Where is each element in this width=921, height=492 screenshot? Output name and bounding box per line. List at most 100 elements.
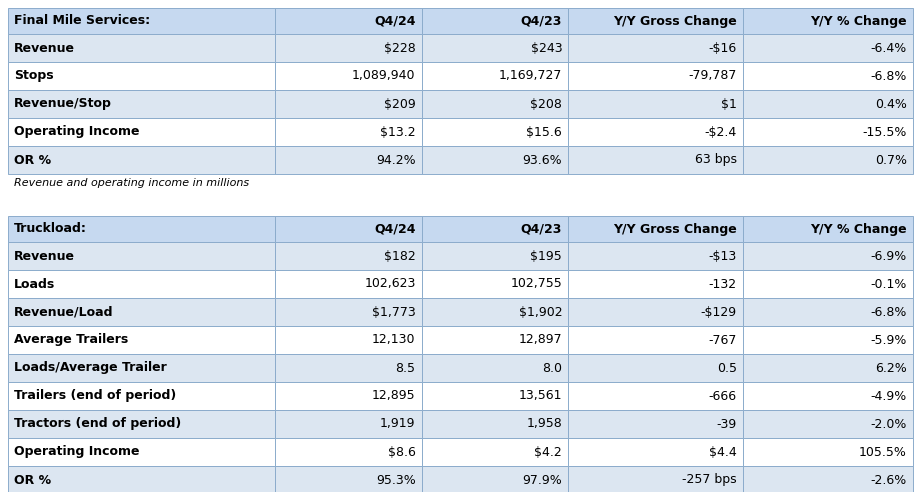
Text: -79,787: -79,787 — [689, 69, 737, 83]
Text: $243: $243 — [530, 41, 562, 55]
Bar — [275, 242, 422, 270]
Text: Trailers (end of period): Trailers (end of period) — [14, 390, 176, 402]
Text: $209: $209 — [384, 97, 415, 111]
Bar — [422, 382, 568, 410]
Text: -4.9%: -4.9% — [870, 390, 907, 402]
Bar — [8, 410, 275, 438]
Bar — [743, 146, 913, 174]
Text: 93.6%: 93.6% — [522, 154, 562, 166]
Text: -$129: -$129 — [701, 306, 737, 318]
Bar — [422, 118, 568, 146]
Bar — [275, 62, 422, 90]
Bar — [422, 146, 568, 174]
Bar — [8, 354, 275, 382]
Bar — [422, 438, 568, 466]
Bar — [275, 298, 422, 326]
Bar — [422, 410, 568, 438]
Text: $15.6: $15.6 — [527, 125, 562, 139]
Text: 8.5: 8.5 — [396, 362, 415, 374]
Bar — [422, 242, 568, 270]
Bar — [743, 298, 913, 326]
Text: $8.6: $8.6 — [388, 445, 415, 459]
Text: $208: $208 — [530, 97, 562, 111]
Text: -257 bps: -257 bps — [682, 473, 737, 487]
Text: 1,169,727: 1,169,727 — [499, 69, 562, 83]
Bar — [743, 326, 913, 354]
Bar — [8, 270, 275, 298]
Text: Q4/23: Q4/23 — [520, 222, 562, 236]
Text: $182: $182 — [384, 249, 415, 263]
Bar — [568, 326, 743, 354]
Text: -0.1%: -0.1% — [870, 277, 907, 290]
Bar — [568, 382, 743, 410]
Bar — [275, 326, 422, 354]
Text: -39: -39 — [717, 418, 737, 430]
Text: 12,897: 12,897 — [519, 334, 562, 346]
Text: Y/Y Gross Change: Y/Y Gross Change — [613, 14, 737, 28]
Text: 95.3%: 95.3% — [376, 473, 415, 487]
Text: Revenue/Stop: Revenue/Stop — [14, 97, 111, 111]
Text: 0.7%: 0.7% — [875, 154, 907, 166]
Bar — [743, 270, 913, 298]
Bar — [275, 216, 422, 242]
Text: -$2.4: -$2.4 — [705, 125, 737, 139]
Bar — [422, 326, 568, 354]
Bar — [422, 270, 568, 298]
Bar — [568, 438, 743, 466]
Bar — [743, 466, 913, 492]
Bar — [275, 270, 422, 298]
Text: 12,895: 12,895 — [372, 390, 415, 402]
Bar — [743, 90, 913, 118]
Text: Operating Income: Operating Income — [14, 125, 139, 139]
Bar — [568, 298, 743, 326]
Bar — [8, 90, 275, 118]
Text: $4.4: $4.4 — [709, 445, 737, 459]
Bar — [568, 410, 743, 438]
Text: 102,755: 102,755 — [510, 277, 562, 290]
Bar — [422, 354, 568, 382]
Bar — [743, 354, 913, 382]
Bar — [568, 90, 743, 118]
Text: 105.5%: 105.5% — [859, 445, 907, 459]
Bar — [568, 8, 743, 34]
Bar — [568, 466, 743, 492]
Bar — [422, 62, 568, 90]
Bar — [8, 216, 275, 242]
Text: Average Trailers: Average Trailers — [14, 334, 128, 346]
Bar — [275, 354, 422, 382]
Text: 12,130: 12,130 — [372, 334, 415, 346]
Text: Q4/23: Q4/23 — [520, 14, 562, 28]
Text: -6.8%: -6.8% — [870, 69, 907, 83]
Text: $1: $1 — [721, 97, 737, 111]
Text: 6.2%: 6.2% — [875, 362, 907, 374]
Bar — [422, 466, 568, 492]
Text: -6.4%: -6.4% — [870, 41, 907, 55]
Text: Operating Income: Operating Income — [14, 445, 139, 459]
Text: 63 bps: 63 bps — [694, 154, 737, 166]
Bar — [275, 146, 422, 174]
Bar — [568, 270, 743, 298]
Bar — [275, 410, 422, 438]
Text: 94.2%: 94.2% — [376, 154, 415, 166]
Text: 1,919: 1,919 — [380, 418, 415, 430]
Text: -2.0%: -2.0% — [870, 418, 907, 430]
Text: Final Mile Services:: Final Mile Services: — [14, 14, 150, 28]
Text: Revenue and operating income in millions: Revenue and operating income in millions — [14, 178, 249, 188]
Text: $1,773: $1,773 — [372, 306, 415, 318]
Text: $195: $195 — [530, 249, 562, 263]
Bar — [8, 62, 275, 90]
Text: Revenue: Revenue — [14, 41, 75, 55]
Bar — [275, 438, 422, 466]
Bar — [568, 146, 743, 174]
Bar — [422, 8, 568, 34]
Bar — [8, 34, 275, 62]
Text: Stops: Stops — [14, 69, 53, 83]
Text: -$13: -$13 — [708, 249, 737, 263]
Bar — [568, 118, 743, 146]
Text: $228: $228 — [384, 41, 415, 55]
Bar — [275, 8, 422, 34]
Text: Truckload:: Truckload: — [14, 222, 87, 236]
Bar — [8, 382, 275, 410]
Text: Y/Y Gross Change: Y/Y Gross Change — [613, 222, 737, 236]
Bar — [568, 34, 743, 62]
